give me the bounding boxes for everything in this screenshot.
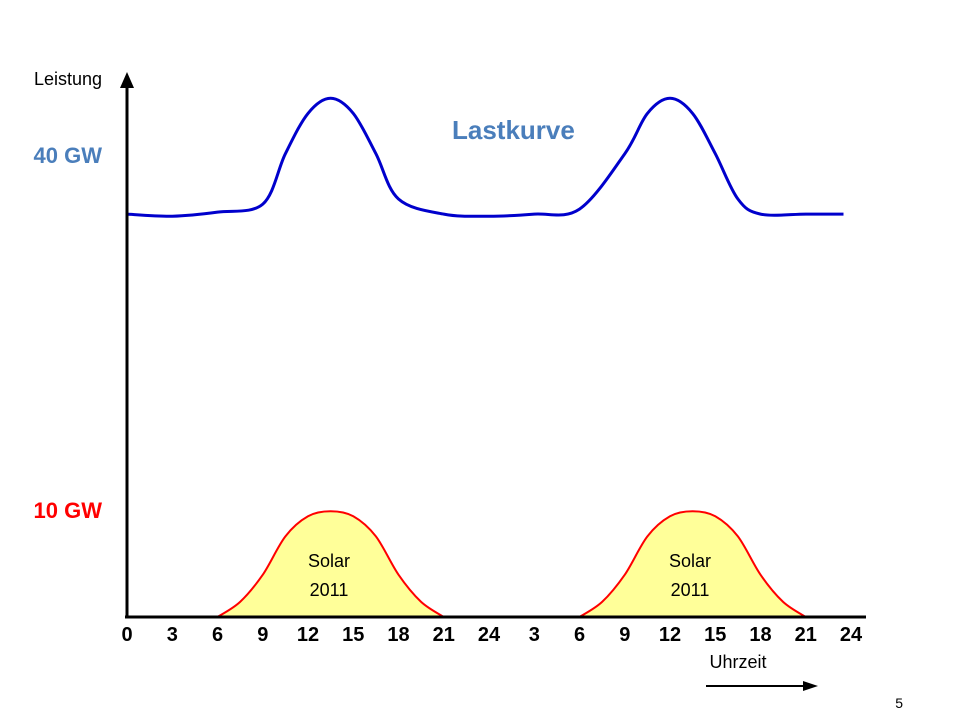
x-tick-label: 15	[704, 624, 726, 646]
x-tick-label: 6	[574, 624, 585, 646]
solar-layer	[216, 510, 807, 618]
tick-layer: 0 3 6 9 12 15 18 21 24 3 6 9 12 15 18 21 24	[121, 624, 863, 646]
solar-label-day2-line2: 2011	[671, 580, 710, 600]
page-number: 5	[895, 695, 903, 711]
x-tick-label: 15	[342, 624, 364, 646]
x-tick-label: 9	[257, 624, 268, 646]
axes-layer	[120, 72, 866, 691]
solar-label-day1-line2: 2011	[310, 580, 349, 600]
solar-area-day2	[579, 511, 806, 617]
y-mark-10gw: 10 GW	[34, 498, 103, 523]
y-axis-label: Leistung	[34, 69, 102, 89]
solar-label-day2-line1: Solar	[669, 551, 711, 571]
x-tick-label: 18	[387, 624, 409, 646]
x-tick-label: 12	[297, 624, 319, 646]
load-curve-line	[126, 96, 844, 218]
x-tick-label: 24	[478, 624, 501, 646]
x-tick-label: 24	[840, 624, 863, 646]
solar-area-day1	[217, 511, 444, 617]
x-tick-label: 21	[433, 624, 455, 646]
load-curve-label: Lastkurve	[452, 115, 575, 145]
x-tick-label: 3	[167, 624, 178, 646]
time-arrow-head	[803, 681, 818, 691]
solar-label-day1-line1: Solar	[308, 551, 350, 571]
x-tick-label: 6	[212, 624, 223, 646]
x-axis-label: Uhrzeit	[709, 652, 766, 672]
solar-outline-day2	[578, 510, 807, 618]
solar-outline-day1	[216, 510, 445, 618]
x-tick-label: 21	[795, 624, 817, 646]
y-mark-40gw: 40 GW	[34, 143, 103, 168]
load-layer	[126, 96, 844, 218]
x-tick-label: 3	[529, 624, 540, 646]
x-tick-label: 12	[659, 624, 681, 646]
y-axis-arrowhead	[120, 72, 134, 88]
x-tick-label: 9	[619, 624, 630, 646]
x-tick-label: 18	[749, 624, 771, 646]
x-tick-label: 0	[121, 624, 132, 646]
